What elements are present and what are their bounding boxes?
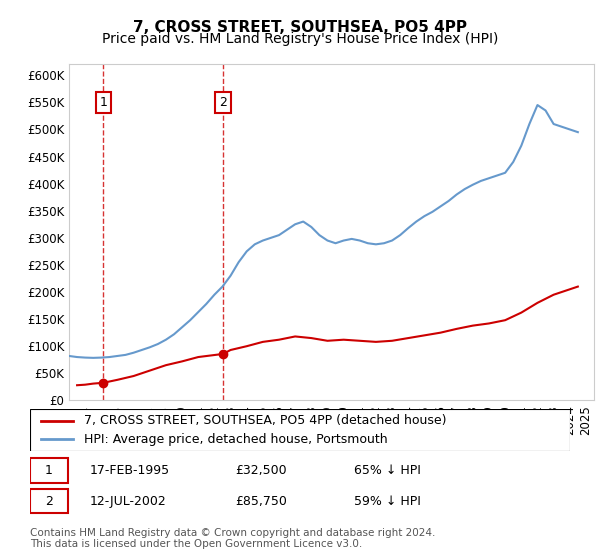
Text: 65% ↓ HPI: 65% ↓ HPI: [354, 464, 421, 477]
Text: 12-JUL-2002: 12-JUL-2002: [89, 494, 166, 508]
Text: 59% ↓ HPI: 59% ↓ HPI: [354, 494, 421, 508]
FancyBboxPatch shape: [30, 409, 570, 451]
Text: 1: 1: [100, 96, 107, 109]
Text: 7, CROSS STREET, SOUTHSEA, PO5 4PP: 7, CROSS STREET, SOUTHSEA, PO5 4PP: [133, 20, 467, 35]
Text: £32,500: £32,500: [235, 464, 287, 477]
Text: Contains HM Land Registry data © Crown copyright and database right 2024.
This d: Contains HM Land Registry data © Crown c…: [30, 528, 436, 549]
Text: £85,750: £85,750: [235, 494, 287, 508]
Text: 2: 2: [45, 494, 53, 508]
Text: 2: 2: [219, 96, 227, 109]
FancyBboxPatch shape: [30, 489, 68, 514]
Text: 17-FEB-1995: 17-FEB-1995: [89, 464, 170, 477]
FancyBboxPatch shape: [30, 458, 68, 483]
Text: 7, CROSS STREET, SOUTHSEA, PO5 4PP (detached house): 7, CROSS STREET, SOUTHSEA, PO5 4PP (deta…: [84, 414, 446, 427]
Text: 1: 1: [45, 464, 53, 477]
Text: Price paid vs. HM Land Registry's House Price Index (HPI): Price paid vs. HM Land Registry's House …: [102, 32, 498, 46]
Text: HPI: Average price, detached house, Portsmouth: HPI: Average price, detached house, Port…: [84, 432, 388, 446]
